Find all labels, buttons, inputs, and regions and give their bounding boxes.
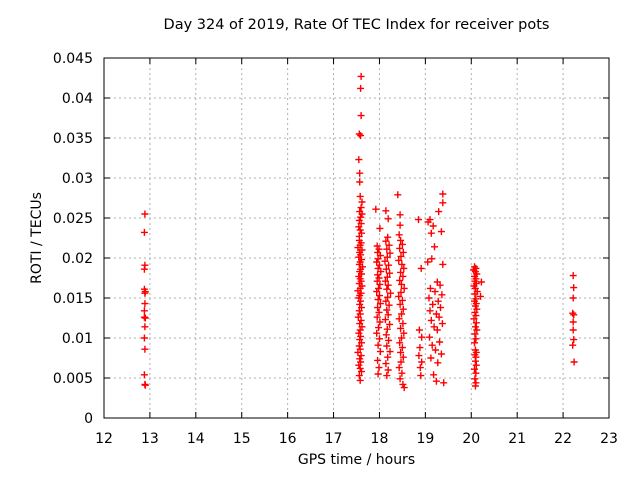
plot-border xyxy=(103,57,610,419)
x-tick-label: 16 xyxy=(279,431,297,447)
y-tick-label: 0.035 xyxy=(53,131,93,147)
x-tick-label: 19 xyxy=(416,431,434,447)
x-tick-label: 14 xyxy=(187,431,205,447)
x-tick-label: 23 xyxy=(600,431,618,447)
x-tick-label: 13 xyxy=(141,431,159,447)
x-tick-label: 21 xyxy=(508,431,526,447)
chart-title: Day 324 of 2019, Rate Of TEC Index for r… xyxy=(164,17,550,33)
x-axis-label: GPS time / hours xyxy=(298,452,415,468)
y-tick-labels: 0 0.005 0.01 0.015 0.02 0.025 0.03 0.035 0.04 0.0… xyxy=(53,51,93,427)
y-tick-label: 0.045 xyxy=(53,51,93,67)
x-tick-label: 17 xyxy=(325,431,343,447)
y-tick-label: 0.01 xyxy=(62,331,93,347)
y-tick-label: 0.02 xyxy=(62,251,93,267)
x-tick-label: 18 xyxy=(371,431,389,447)
y-tick-label: 0 xyxy=(84,411,93,427)
y-tick-label: 0.03 xyxy=(62,171,93,187)
x-tick-label: 12 xyxy=(95,431,113,447)
y-tick-label: 0.025 xyxy=(53,211,93,227)
x-tick-label: 20 xyxy=(462,431,480,447)
y-tick-label: 0.04 xyxy=(62,91,93,107)
scatter-points xyxy=(140,72,578,392)
y-axis-label: ROTI / TECUs xyxy=(29,192,45,284)
x-tick-label: 15 xyxy=(233,431,251,447)
grid-lines xyxy=(104,58,609,418)
y-tick-label: 0.015 xyxy=(53,291,93,307)
x-tick-labels: 12 13 14 15 16 17 18 19 20 21 22 23 xyxy=(95,431,618,447)
x-tick-label: 22 xyxy=(554,431,572,447)
y-tick-label: 0.005 xyxy=(53,371,93,387)
